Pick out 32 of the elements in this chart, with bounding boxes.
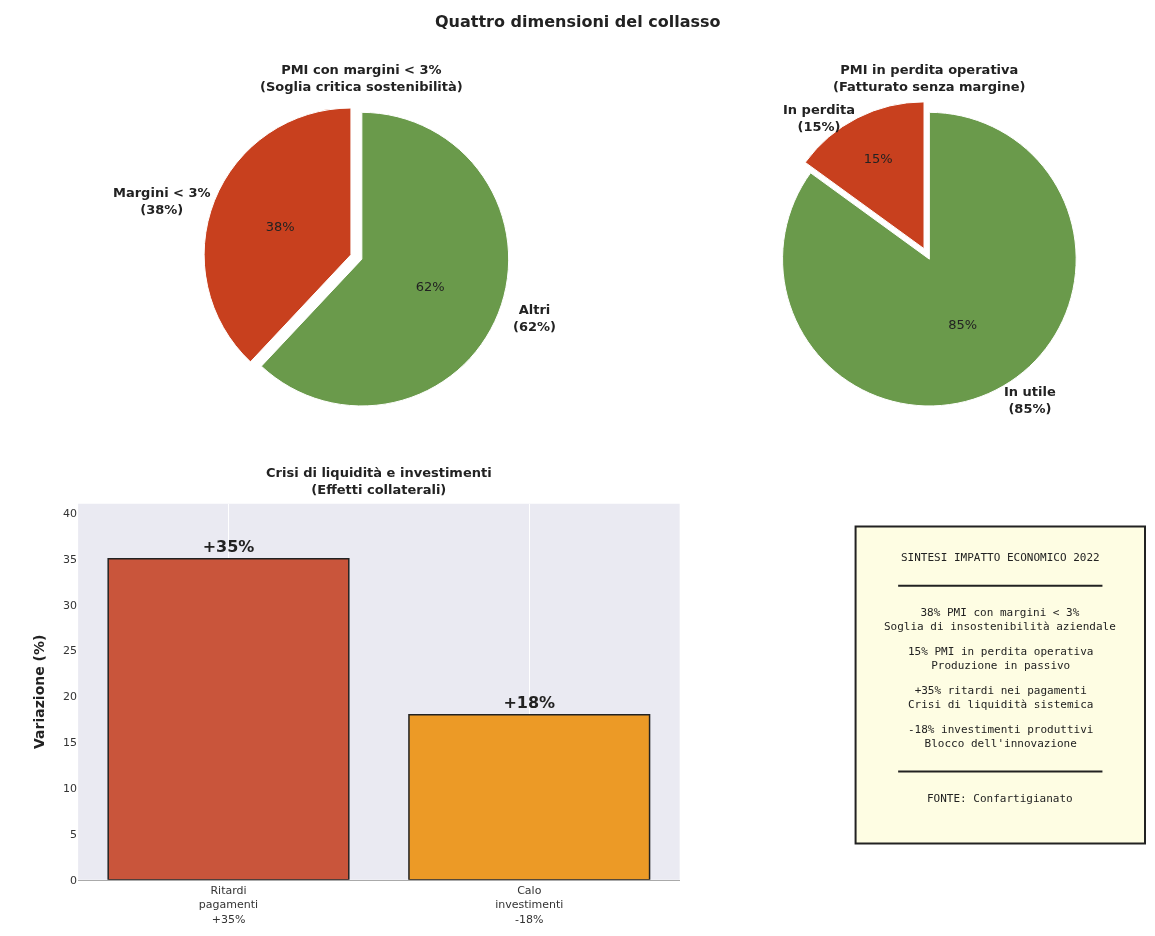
y-tick-label: 20 [63,690,78,704]
y-axis-title: Variazione (%) [30,634,47,749]
text: +35% ritardi nei pagamenti Crisi di liquidità sistemica [908,684,1094,712]
text: SINTESI IMPATTO ECONOMICO 2022 [901,551,1100,564]
data-label: 15% [863,151,893,167]
text: 38% PMI con margini < 3% Soglia di insostenibilità aziendale [884,606,1116,634]
chart-title: PMI con margini < 3% (Soglia critica sostenibilità) [260,62,463,94]
data-label: 38% [265,219,295,235]
text: Quattro dimensioni del collasso [435,12,721,31]
y-tick-label: 40 [63,506,78,520]
x-tick-label: Calo investimenti -18% [495,883,564,926]
text: 15% PMI in perdita operativa Produzione in passivo [908,645,1094,673]
data-label: 62% [415,278,445,294]
x-tick-label: Ritardi pagamenti +35% [198,883,259,926]
y-tick-label: 5 [70,827,78,841]
y-tick-label: 25 [63,644,78,658]
source-note: FONTE: Confartigianato [927,792,1073,805]
data-label: +18% [503,692,556,712]
text: -18% investimenti produttivi Blocco dell'innovazione [908,723,1094,751]
slice-label: Altri (62%) [513,302,556,334]
y-tick-label: 10 [63,781,78,795]
data-label: +35% [202,536,255,556]
y-tick-label: 35 [63,552,78,566]
y-tick-label: 30 [63,598,78,612]
slice-label: In perdita (15%) [783,102,855,134]
slice-label: In utile (85%) [1004,384,1056,416]
data-label: 85% [948,317,978,333]
y-tick-label: 0 [70,873,78,887]
y-tick-label: 15 [63,736,78,750]
chart-title: Crisi di liquidità e investimenti (Effetti collaterali) [266,465,492,497]
slice-label: Margini < 3% (38%) [113,185,211,217]
chart-title: PMI in perdita operativa (Fatturato senza margine) [833,62,1026,94]
